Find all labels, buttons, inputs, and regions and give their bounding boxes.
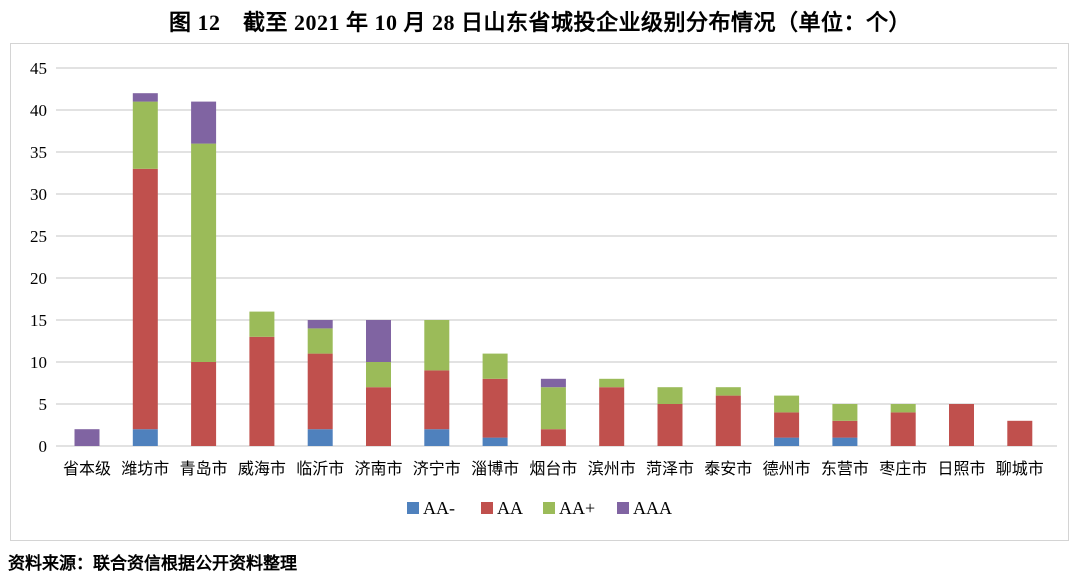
bar-segment-AA	[657, 404, 683, 446]
legend-swatch-AA	[481, 502, 493, 514]
x-axis-category-label: 潍坊市	[121, 460, 169, 478]
bar-segment-AA+	[482, 353, 508, 379]
x-axis-category-label: 聊城市	[996, 460, 1044, 478]
bar-segment-AA+	[599, 378, 625, 388]
x-axis-category-label: 淄博市	[471, 460, 519, 478]
bar-segment-AA+	[191, 143, 217, 362]
y-axis-tick-label: 30	[30, 185, 47, 204]
bar-segment-AA	[599, 387, 625, 446]
y-axis-tick-label: 25	[30, 227, 47, 246]
legend-label: AA-	[423, 498, 455, 518]
x-axis-category-label: 烟台市	[529, 460, 577, 478]
x-axis-category-label: 日照市	[937, 460, 985, 478]
bar-segment-AA	[424, 370, 450, 430]
bar-segment-AA	[249, 336, 275, 446]
x-axis-category-label: 东营市	[821, 460, 869, 478]
bar-segment-AA	[191, 362, 217, 446]
x-axis-category-label: 泰安市	[704, 460, 752, 478]
y-axis-tick-label: 45	[30, 59, 47, 78]
bar-segment-AA-	[774, 437, 800, 446]
bar-segment-AA+	[890, 404, 916, 413]
y-axis-tick-label: 35	[30, 143, 47, 162]
bar-segment-AA	[1007, 420, 1033, 446]
bar-segment-AA+	[540, 387, 566, 430]
bar-segment-AA	[482, 378, 508, 438]
x-axis-category-label: 青岛市	[180, 460, 228, 478]
legend-label: AA+	[559, 498, 595, 518]
bar-segment-AA+	[715, 387, 741, 396]
y-axis-tick-label: 20	[30, 269, 47, 288]
x-axis-category-label: 济宁市	[413, 460, 461, 478]
y-axis-tick-label: 10	[30, 353, 47, 372]
bar-segment-AA	[774, 412, 800, 438]
bar-segment-AA+	[832, 404, 858, 421]
bar-segment-AA-	[132, 429, 158, 446]
bar-segment-AAA	[132, 93, 158, 102]
bar-segment-AA-	[424, 429, 450, 446]
legend-swatch-AA+	[543, 502, 555, 514]
x-axis-category-label: 威海市	[238, 460, 286, 478]
bar-segment-AA+	[132, 101, 158, 169]
bar-segment-AA+	[307, 328, 333, 354]
x-axis-category-label: 德州市	[763, 460, 811, 478]
bar-segment-AAA	[540, 378, 566, 388]
bar-segment-AA+	[366, 362, 391, 388]
legend-swatch-AA-	[407, 502, 419, 514]
x-axis-category-label: 济南市	[354, 460, 402, 478]
chart-area: 0 5 10 15 20 25 30 35 40 45 省本级 潍坊市 青岛市 威海市 临沂市 济南市 济宁市淄…	[10, 43, 1069, 541]
legend-label: AA	[497, 498, 523, 518]
bar-segment-AAA	[74, 429, 100, 446]
x-axis-category-label: 滨州市	[588, 460, 636, 478]
figure-title: 图 12 截至 2021 年 10 月 28 日山东省城投企业级别分布情况（单位…	[168, 10, 911, 35]
bar-segment-AA+	[249, 311, 275, 337]
bar-segment-AA	[949, 404, 974, 446]
legend-label: AAA	[633, 498, 672, 518]
y-axis-tick-label: 15	[30, 311, 47, 330]
bar-segment-AA	[307, 353, 333, 430]
bar-segment-AA	[540, 429, 566, 446]
bar-segment-AA	[832, 420, 858, 438]
bar-segment-AA-	[307, 429, 333, 446]
bar-segment-AAA	[191, 101, 217, 144]
x-axis-category-label: 临沂市	[296, 460, 344, 478]
bar-segment-AAA	[366, 320, 391, 362]
bar-segment-AA+	[424, 320, 450, 371]
bar-segment-AA	[890, 412, 916, 446]
stacked-bar-chart: 0 5 10 15 20 25 30 35 40 45 省本级 潍坊市 青岛市 威海市 临沂市 济南市 济宁市淄…	[30, 59, 1057, 518]
y-axis-tick-label: 5	[39, 395, 48, 414]
bar-segment-AA+	[657, 387, 683, 404]
bar-segment-AA	[366, 387, 391, 446]
x-axis-category-label: 省本级	[63, 460, 111, 478]
bar-segment-AA-	[832, 437, 858, 446]
x-axis-category-label: 菏泽市	[646, 460, 694, 478]
bar-segment-AA-	[482, 437, 508, 446]
bar-segment-AA	[132, 168, 158, 430]
bar-segment-AAA	[307, 320, 333, 329]
x-axis-category-label: 枣庄市	[879, 460, 927, 478]
y-axis-tick-label: 40	[30, 101, 47, 120]
legend-swatch-AAA	[617, 502, 629, 514]
source-note: 资料来源：联合资信根据公开资料整理	[8, 554, 297, 573]
y-axis-tick-label: 0	[39, 437, 48, 456]
chart-legend: AA- AA AA+ AAA	[407, 498, 672, 518]
bar-segment-AA+	[774, 395, 800, 413]
bar-segment-AA	[715, 395, 741, 446]
